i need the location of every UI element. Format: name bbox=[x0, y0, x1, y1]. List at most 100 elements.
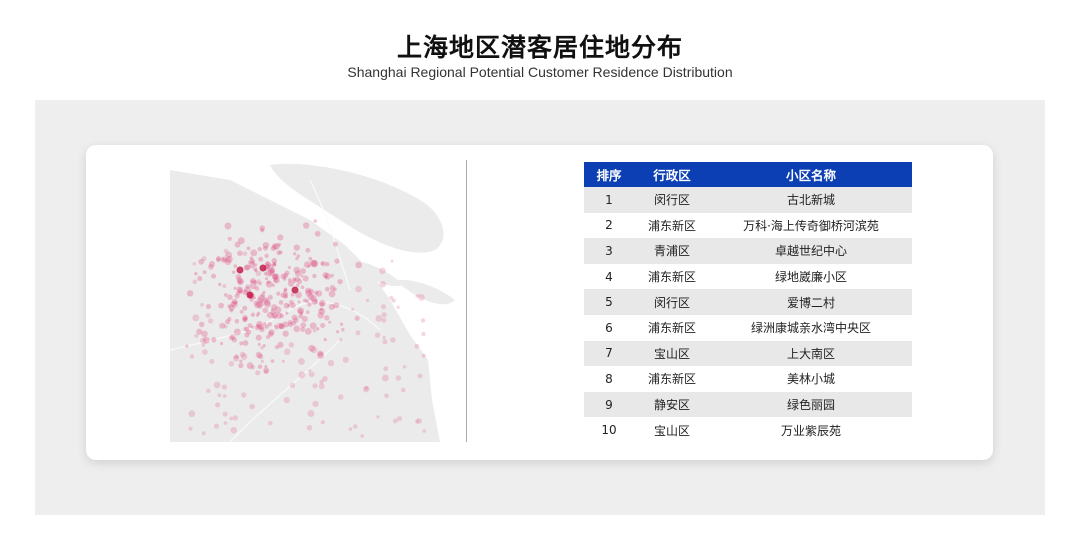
customer-dot bbox=[249, 297, 254, 302]
customer-dot bbox=[277, 242, 282, 247]
customer-dot bbox=[374, 332, 381, 338]
customer-dot bbox=[208, 264, 214, 270]
customer-dot bbox=[234, 319, 240, 324]
customer-dot bbox=[395, 375, 402, 381]
hotspot-dot bbox=[246, 291, 254, 299]
customer-dot bbox=[218, 302, 225, 309]
cell-rank: 2 bbox=[605, 218, 613, 233]
cell-community: 绿色丽园 bbox=[710, 391, 912, 418]
customer-dot bbox=[297, 308, 303, 314]
customer-dot bbox=[236, 276, 243, 284]
customer-dot bbox=[334, 258, 340, 264]
customer-dot bbox=[264, 300, 271, 308]
customer-dot bbox=[246, 246, 251, 251]
customer-dot bbox=[255, 370, 261, 376]
cell-rank: 9 bbox=[584, 391, 634, 418]
customer-dot bbox=[251, 325, 255, 329]
customer-dot bbox=[239, 351, 246, 358]
customer-dot bbox=[243, 316, 248, 321]
hotspot-dot bbox=[291, 286, 299, 294]
customer-dot bbox=[282, 276, 287, 281]
customer-dot bbox=[237, 280, 243, 285]
customer-dot bbox=[312, 383, 318, 389]
customer-dot bbox=[323, 337, 327, 342]
customer-dot bbox=[257, 323, 265, 331]
customer-dot bbox=[260, 359, 265, 363]
customer-dot bbox=[230, 301, 237, 307]
customer-dot bbox=[250, 365, 256, 370]
customer-dot bbox=[225, 251, 232, 259]
customer-dot bbox=[237, 278, 245, 285]
customer-dot bbox=[415, 419, 420, 424]
customer-dot bbox=[271, 283, 275, 287]
cell-district: 宝山区 bbox=[653, 423, 690, 438]
customer-dot bbox=[272, 273, 279, 280]
customer-dot bbox=[194, 272, 198, 276]
customer-dot bbox=[328, 303, 335, 311]
customer-dot bbox=[258, 256, 264, 262]
customer-dot bbox=[192, 279, 198, 285]
customer-dot bbox=[228, 304, 235, 311]
customer-dot bbox=[215, 402, 221, 408]
customer-dot bbox=[253, 300, 259, 306]
table-row: 4 浦东新区 绿地崴廉小区 bbox=[584, 264, 912, 290]
customer-dot bbox=[278, 323, 286, 330]
customer-dot bbox=[311, 260, 318, 268]
customer-dot bbox=[248, 261, 256, 269]
customer-dot bbox=[318, 299, 326, 307]
customer-dot bbox=[242, 289, 248, 296]
customer-dot bbox=[268, 329, 275, 336]
customer-dot bbox=[211, 337, 217, 343]
customer-dot bbox=[293, 317, 299, 324]
customer-dot bbox=[256, 320, 263, 328]
customer-dot bbox=[242, 316, 248, 322]
customer-dot bbox=[221, 384, 227, 390]
customer-dot bbox=[237, 287, 243, 294]
customer-dot bbox=[206, 388, 211, 393]
customer-dot bbox=[251, 260, 255, 265]
customer-dot bbox=[272, 261, 277, 266]
customer-dot bbox=[265, 280, 273, 288]
customer-dot bbox=[355, 285, 362, 293]
customer-dot bbox=[230, 426, 237, 434]
customer-dot bbox=[201, 256, 207, 262]
customer-dot bbox=[239, 359, 243, 363]
customer-dot bbox=[242, 317, 247, 322]
customer-dot bbox=[381, 312, 387, 318]
customer-dot bbox=[275, 312, 283, 319]
customer-dot bbox=[307, 293, 315, 300]
customer-dot bbox=[283, 287, 288, 292]
customer-dot bbox=[185, 344, 189, 348]
cell-community: 绿洲康城亲水湾中央区 bbox=[750, 321, 871, 336]
customer-dot bbox=[257, 342, 261, 346]
customer-dot bbox=[278, 300, 284, 305]
customer-dot bbox=[309, 322, 317, 330]
customer-dot bbox=[360, 434, 365, 438]
cell-community: 绿地崴廉小区 bbox=[774, 270, 847, 285]
customer-dot bbox=[305, 289, 313, 297]
customer-dot bbox=[305, 310, 310, 315]
customer-dot bbox=[243, 264, 250, 271]
customer-dot bbox=[339, 338, 343, 342]
customer-dot bbox=[283, 348, 291, 356]
cell-rank: 7 bbox=[584, 340, 634, 367]
customer-dot bbox=[336, 330, 340, 334]
customer-dot bbox=[292, 278, 298, 284]
customer-dot bbox=[267, 322, 273, 327]
customer-dot bbox=[263, 322, 267, 326]
customer-dot bbox=[337, 278, 343, 285]
customer-dot bbox=[201, 431, 206, 436]
customer-dot bbox=[310, 346, 318, 354]
customer-dot bbox=[327, 359, 335, 367]
customer-dot bbox=[257, 279, 261, 283]
customer-dot bbox=[255, 324, 261, 329]
customer-dot bbox=[307, 302, 312, 307]
customer-dot bbox=[260, 293, 266, 298]
customer-dot bbox=[307, 410, 315, 418]
customer-dot bbox=[318, 307, 326, 315]
customer-dot bbox=[236, 286, 243, 293]
customer-dot bbox=[272, 262, 277, 266]
customer-dot bbox=[222, 284, 227, 289]
customer-dot bbox=[304, 287, 312, 294]
customer-dot bbox=[294, 276, 301, 282]
